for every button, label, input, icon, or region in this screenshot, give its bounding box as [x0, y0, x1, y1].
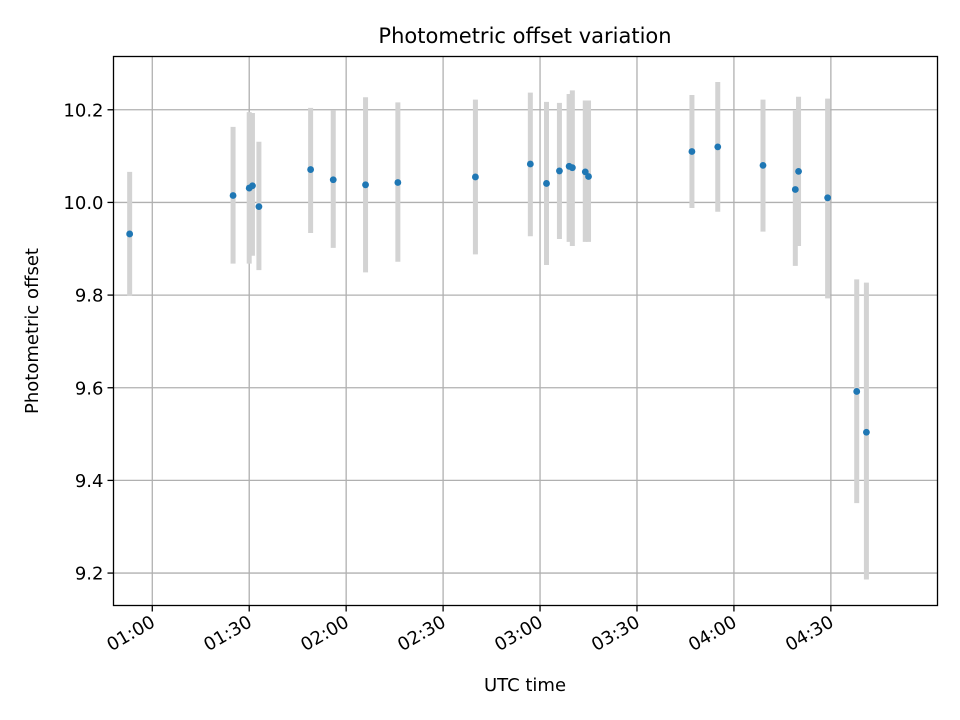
y-tick-label: 9.4 — [75, 471, 104, 492]
data-point — [824, 194, 832, 202]
chart-title: Photometric offset variation — [378, 24, 671, 48]
y-axis-ticks: 9.2 9.4 9.6 9.8 10.0 10.2 — [63, 100, 114, 585]
y-tick-label: 10.0 — [63, 193, 103, 214]
data-point — [759, 161, 767, 169]
x-axis-label: UTC time — [484, 675, 566, 696]
data-point — [714, 143, 722, 151]
data-point — [568, 164, 576, 172]
data-point — [526, 160, 534, 168]
data-points — [126, 143, 870, 436]
data-point — [229, 192, 237, 199]
data-point — [126, 230, 134, 238]
y-tick-label: 10.2 — [63, 100, 103, 121]
data-point — [307, 166, 315, 173]
y-axis-label: Photometric offset — [22, 248, 43, 414]
y-tick-label: 9.6 — [75, 378, 104, 399]
data-point — [362, 181, 369, 189]
data-point — [585, 173, 592, 180]
y-tick-label: 9.2 — [75, 564, 104, 585]
data-point — [394, 179, 402, 186]
data-point — [249, 182, 256, 190]
data-point — [863, 428, 870, 436]
data-point — [795, 167, 802, 175]
data-point — [329, 176, 337, 184]
data-point — [556, 167, 563, 175]
data-point — [688, 148, 696, 155]
y-tick-label: 9.8 — [75, 286, 104, 307]
data-point — [791, 186, 799, 193]
data-point — [543, 180, 550, 187]
axes-frame — [112, 55, 939, 607]
data-point — [255, 203, 263, 211]
data-point — [472, 173, 479, 181]
data-point — [853, 388, 861, 395]
